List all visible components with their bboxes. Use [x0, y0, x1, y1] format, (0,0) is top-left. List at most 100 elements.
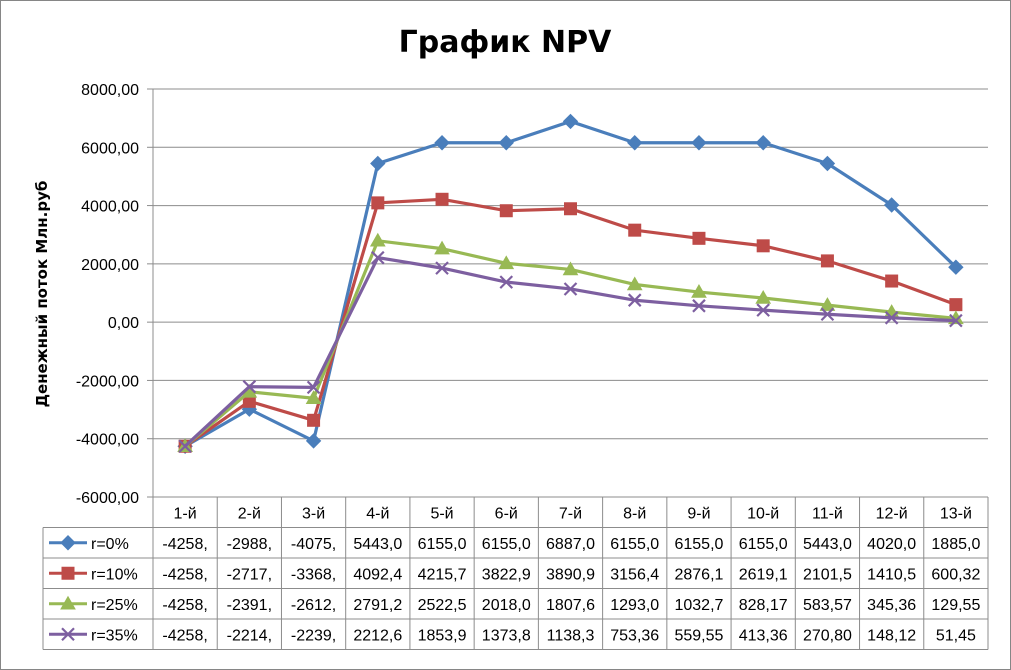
data-point	[949, 298, 963, 312]
x-stroke	[563, 282, 578, 296]
y-tick-label: 2000,00	[81, 257, 139, 274]
table-cell: 345,36	[867, 597, 916, 614]
table-cell: 6155,0	[739, 536, 788, 553]
table-cell: 1293,0	[610, 597, 659, 614]
table-cell: 4092,4	[353, 566, 402, 583]
table-cell: -2988,	[227, 536, 272, 553]
data-point	[499, 204, 513, 218]
legend-entry: r=25%	[49, 595, 138, 614]
table-cell: 3890,9	[546, 566, 595, 583]
x-stroke	[178, 439, 192, 454]
data-point	[819, 155, 836, 172]
x-stroke	[692, 299, 706, 313]
table-cell: 2018,0	[482, 597, 531, 614]
table-cell: 6155,0	[418, 536, 467, 553]
chart-title: График NPV	[399, 25, 613, 60]
table-cell: 4215,7	[418, 566, 467, 583]
table-cell: 270,80	[803, 627, 852, 644]
data-point	[562, 261, 579, 276]
data-point	[178, 439, 192, 454]
table-cell: 1138,3	[547, 627, 595, 644]
table-cell: -2391,	[227, 597, 272, 614]
table-cell: 2101,5	[803, 566, 852, 583]
data-point	[755, 135, 771, 151]
series-r=0%	[177, 113, 964, 454]
table-cell: 6155,0	[610, 536, 659, 553]
series-r=25%	[177, 232, 964, 452]
x-tick-label: 4-й	[366, 505, 389, 522]
y-tick-label: -4000,00	[76, 432, 139, 449]
table-cell: 5443,0	[353, 536, 402, 553]
data-point	[691, 135, 707, 151]
x-tick-label: 2-й	[238, 505, 261, 522]
data-point	[306, 380, 321, 395]
table-cell: -4258,	[162, 566, 207, 583]
x-tick-label: 6-й	[495, 505, 518, 522]
data-point	[756, 303, 770, 317]
data-point	[435, 261, 449, 275]
x-tick-label: 1-й	[174, 505, 197, 522]
legend-entry: r=10%	[49, 566, 138, 583]
table-cell: 2791,2	[353, 597, 402, 614]
y-tick-label: 8000,00	[81, 82, 139, 99]
y-tick-labels: -6000,00 -4000,00 -2000,00 0,00 2000,00 4000,…	[76, 82, 139, 507]
data-point	[948, 259, 964, 275]
data-point	[564, 202, 577, 216]
y-tick-label: 6000,00	[81, 140, 139, 157]
y-tick-label: -2000,00	[76, 373, 139, 390]
table-cell: 1853,9	[418, 627, 467, 644]
table-cell: 6155,0	[674, 536, 723, 553]
data-point	[371, 196, 385, 210]
legend-marker	[61, 566, 75, 580]
data-point	[628, 223, 642, 237]
table-cell: 559,55	[674, 627, 723, 644]
x-tick-label: 10-й	[747, 505, 779, 522]
table-cell: -4258,	[162, 536, 207, 553]
data-point	[755, 289, 772, 304]
legend-label: r=35%	[91, 627, 138, 644]
table-cell: -2214,	[227, 627, 272, 644]
legend-entry: r=35%	[49, 627, 138, 644]
data-table: 1-й 2-й 3-й 4-й 5-й 6-й 7-й 8-й 9-й 10-й 11-й 12-й 1…	[42, 496, 989, 650]
x-stroke	[949, 313, 963, 328]
x-tick-label: 5-й	[430, 505, 453, 522]
data-point	[498, 135, 514, 151]
x-stroke	[627, 293, 642, 307]
table-cell: 6887,0	[546, 536, 595, 553]
table-cell: -4075,	[291, 536, 336, 553]
x-stroke	[756, 303, 770, 317]
data-point	[884, 311, 899, 325]
x-stroke	[371, 250, 385, 265]
data-point	[692, 299, 706, 313]
legend-entry: r=0%	[49, 535, 129, 553]
series-line	[184, 197, 957, 448]
series-r=10%	[178, 192, 963, 453]
table-cell: 4020,0	[867, 536, 916, 553]
data-point	[819, 297, 836, 311]
x-tick-label: 8-й	[623, 505, 646, 522]
x-stroke	[435, 261, 449, 275]
x-stroke	[820, 307, 835, 322]
legend-marker	[61, 627, 75, 642]
table-cell: -3368,	[291, 566, 336, 583]
table-cell: 1373,8	[482, 627, 531, 644]
table-cell: 600,32	[931, 566, 980, 583]
table-cell: 3822,9	[482, 566, 531, 583]
legend-label: r=25%	[91, 597, 138, 614]
series-r=35%	[178, 250, 963, 454]
data-point	[498, 255, 515, 270]
data-point	[562, 113, 579, 130]
data-point	[305, 390, 322, 405]
x-stroke	[61, 627, 75, 642]
data-point	[307, 413, 321, 427]
x-stroke	[884, 311, 899, 325]
data-point	[885, 274, 899, 288]
data-point	[756, 239, 770, 253]
x-stroke	[499, 275, 514, 289]
x-stroke	[242, 379, 257, 394]
x-tick-label: 12-й	[876, 505, 908, 522]
x-stroke	[306, 380, 321, 395]
x-tick-label: 7-й	[559, 505, 582, 522]
data-point	[627, 135, 643, 151]
table-cell: 828,17	[739, 597, 788, 614]
